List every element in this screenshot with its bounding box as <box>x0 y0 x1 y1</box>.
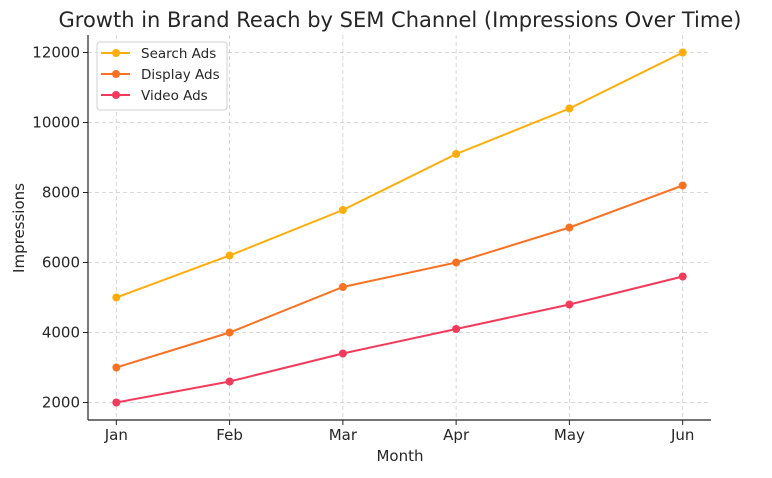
data-point <box>338 283 347 291</box>
data-point <box>565 104 574 113</box>
y-tick-label: 8000 <box>42 184 80 202</box>
data-point <box>678 272 687 281</box>
x-axis-label: Month <box>376 447 423 465</box>
legend-box <box>96 41 228 111</box>
y-tick-label: 4000 <box>42 324 80 342</box>
x-tick-label: Jan <box>104 426 128 444</box>
chart-title: Growth in Brand Reach by SEM Channel (Im… <box>59 8 742 32</box>
data-point <box>565 223 574 232</box>
legend-label: Search Ads <box>141 46 216 62</box>
y-axis-label: Impressions <box>10 183 28 273</box>
y-tick-label: 10000 <box>32 114 80 132</box>
y-tick-label: 2000 <box>42 394 80 412</box>
data-point <box>225 328 234 337</box>
legend-marker <box>112 91 120 99</box>
data-point <box>678 48 687 57</box>
data-point <box>452 150 461 158</box>
legend-marker <box>112 49 120 57</box>
data-point <box>452 258 461 267</box>
y-tick-label: 12000 <box>32 44 80 62</box>
data-point <box>678 181 687 190</box>
series-line-display-ads <box>116 184 684 369</box>
x-tick-label: May <box>554 426 585 444</box>
data-point <box>338 349 347 358</box>
data-point <box>112 293 121 302</box>
data-point <box>225 251 234 260</box>
data-point <box>112 398 121 407</box>
x-tick-label: Feb <box>216 426 243 444</box>
series-line-search-ads <box>115 51 684 299</box>
y-tick-label: 6000 <box>42 254 80 272</box>
data-point <box>112 363 121 372</box>
data-point <box>565 300 574 309</box>
x-tick-label: Mar <box>329 426 358 444</box>
legend-marker <box>112 70 120 78</box>
x-tick-label: Apr <box>443 426 470 444</box>
x-tick-label: Jun <box>670 426 694 444</box>
series-line-video-ads <box>116 275 683 404</box>
legend-label: Display Ads <box>141 67 220 83</box>
legend-label: Video Ads <box>141 88 208 104</box>
data-point <box>225 377 234 386</box>
data-point <box>452 325 461 333</box>
data-point <box>338 206 347 214</box>
